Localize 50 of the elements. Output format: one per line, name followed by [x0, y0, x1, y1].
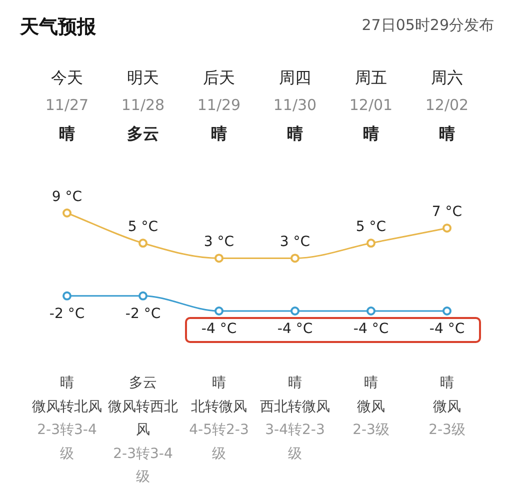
subtitle: 27日05时29分发布	[360, 16, 494, 35]
annotation: 微风转北风	[31, 398, 103, 416]
annotation: 多云	[128, 374, 158, 393]
annotation: 微风	[356, 398, 386, 416]
data-label: 5 °C	[128, 219, 158, 236]
annotation: 12/02	[424, 96, 470, 114]
data-label: -4 °C	[201, 321, 237, 337]
annotation: 晴	[362, 124, 380, 145]
annotation: 11/28	[120, 96, 166, 114]
annotation: 晴	[287, 374, 303, 393]
data-label: -4 °C	[353, 321, 389, 337]
annotation: 微风	[432, 398, 462, 416]
annotation: 4-5转2-3级	[188, 421, 250, 464]
annotation: 西北转微风	[259, 398, 331, 416]
annotation: 11/27	[44, 96, 90, 114]
annotation: 晴	[363, 374, 379, 393]
annotation: 北转微风	[190, 398, 248, 416]
data-label: 3 °C	[204, 234, 234, 250]
title: 天气预报	[20, 15, 97, 40]
annotation: 晴	[59, 374, 75, 393]
annotation: 2-3级	[352, 421, 390, 440]
annotation: 多云	[126, 124, 160, 145]
category: 周六	[430, 68, 464, 89]
category: 周四	[278, 68, 312, 89]
data-label: -4 °C	[429, 321, 465, 337]
annotation: 2-3转3-4级	[112, 444, 174, 487]
annotation: 3-4转2-3级	[264, 421, 326, 464]
annotation: 12/01	[348, 96, 394, 114]
annotation: 2-3转3-4级	[36, 421, 98, 464]
data-label: -2 °C	[49, 306, 85, 322]
annotation: 11/29	[196, 96, 242, 114]
annotation: 11/30	[272, 96, 318, 114]
category: 今天	[50, 68, 84, 89]
annotation: 晴	[286, 124, 304, 145]
annotation: 晴	[439, 374, 455, 393]
category: 明天	[126, 68, 160, 89]
annotation: 2-3级	[428, 421, 466, 440]
data-label: 7 °C	[432, 204, 462, 220]
category: 周五	[354, 68, 388, 89]
data-label: 5 °C	[356, 219, 386, 236]
annotation: 晴	[210, 124, 228, 145]
data-label: -2 °C	[125, 306, 161, 322]
data-label: 9 °C	[52, 189, 82, 205]
data-label: -4 °C	[277, 321, 313, 337]
annotation: 微风转西北风	[107, 398, 179, 440]
data-label: 3 °C	[280, 234, 310, 250]
annotation: 晴	[58, 124, 76, 145]
category: 后天	[202, 68, 236, 89]
annotation: 晴	[438, 124, 456, 145]
annotation: 晴	[211, 374, 227, 393]
